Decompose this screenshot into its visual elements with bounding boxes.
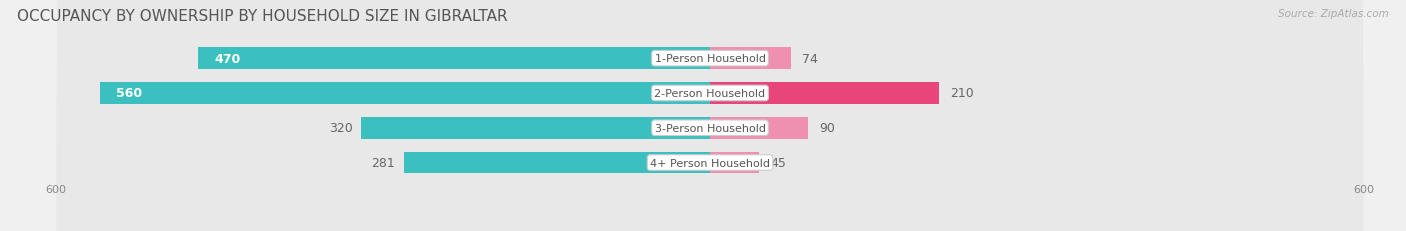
Text: OCCUPANCY BY OWNERSHIP BY HOUSEHOLD SIZE IN GIBRALTAR: OCCUPANCY BY OWNERSHIP BY HOUSEHOLD SIZE… [17, 9, 508, 24]
Bar [710, 83, 939, 104]
Text: 45: 45 [770, 156, 786, 169]
Bar [404, 152, 710, 174]
Bar [198, 48, 710, 70]
Bar [710, 118, 808, 139]
Text: 281: 281 [371, 156, 395, 169]
Text: 90: 90 [818, 122, 835, 135]
FancyBboxPatch shape [56, 0, 1364, 231]
Bar [361, 118, 710, 139]
Text: 2-Person Household: 2-Person Household [654, 88, 766, 99]
Bar [710, 48, 790, 70]
Text: 210: 210 [950, 87, 973, 100]
Text: 470: 470 [214, 52, 240, 65]
FancyBboxPatch shape [56, 0, 1364, 231]
Text: 3-Person Household: 3-Person Household [655, 123, 765, 133]
Text: 560: 560 [117, 87, 142, 100]
FancyBboxPatch shape [56, 0, 1364, 231]
Text: 1-Person Household: 1-Person Household [655, 54, 765, 64]
Text: 4+ Person Household: 4+ Person Household [650, 158, 770, 168]
FancyBboxPatch shape [56, 0, 1364, 231]
Bar [710, 152, 759, 174]
Bar [100, 83, 710, 104]
Text: Source: ZipAtlas.com: Source: ZipAtlas.com [1278, 9, 1389, 19]
Text: 74: 74 [801, 52, 817, 65]
Text: 320: 320 [329, 122, 353, 135]
